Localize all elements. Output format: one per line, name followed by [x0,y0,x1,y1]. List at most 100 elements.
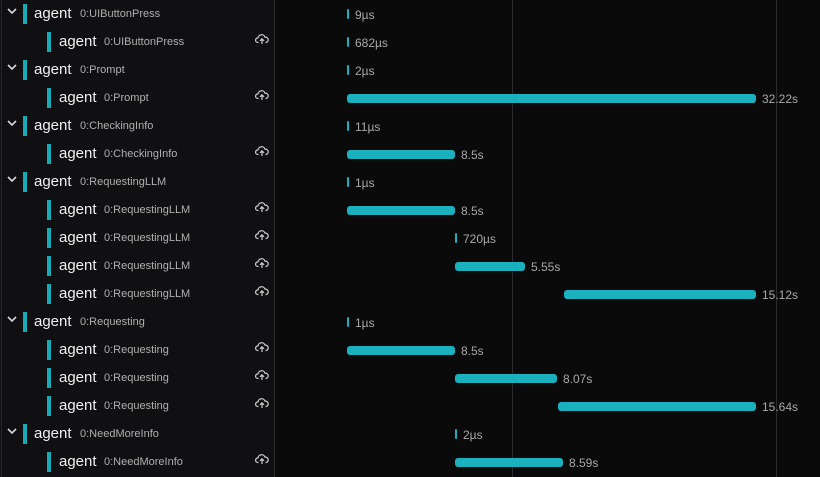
span-bar[interactable] [455,262,525,271]
span-name: agent [59,257,97,274]
cloud-upload-icon[interactable] [255,88,269,100]
span-label: 0:CheckingInfo [104,148,178,160]
span-row[interactable]: agent 0:UIButtonPress 9µs [0,0,820,28]
span-name: agent [34,425,72,442]
span-duration: 682µs [355,36,388,50]
span-bar[interactable] [455,233,457,243]
span-accent-bar [23,116,27,136]
span-label: 0:UIButtonPress [104,36,185,48]
span-bar[interactable] [347,206,455,215]
span-bar[interactable] [347,317,349,327]
span-row[interactable]: agent 0:NeedMoreInfo 2µs [0,420,820,448]
span-row[interactable]: agent 0:CheckingInfo 11µs [0,112,820,140]
span-name: agent [59,369,97,386]
span-accent-bar [47,200,51,220]
span-name: agent [59,229,97,246]
cloud-upload-icon[interactable] [255,32,269,44]
span-row[interactable]: agent 0:RequestingLLM 1µs [0,168,820,196]
span-bar[interactable] [455,429,457,439]
cloud-upload-icon[interactable] [255,284,269,296]
span-row[interactable]: agent 0:RequestingLLM 720µs [0,224,820,252]
span-bar[interactable] [347,65,349,75]
cloud-upload-icon[interactable] [255,368,269,380]
span-name: agent [59,397,97,414]
span-name: agent [34,61,72,78]
span-name: agent [34,313,72,330]
span-row[interactable]: agent 0:CheckingInfo 8.5s [0,140,820,168]
span-label: 0:UIButtonPress [80,8,161,20]
span-name: agent [59,285,97,302]
span-row[interactable]: agent 0:RequestingLLM 5.55s [0,252,820,280]
cloud-upload-icon[interactable] [255,228,269,240]
span-bar[interactable] [347,121,349,131]
cloud-upload-icon[interactable] [255,144,269,156]
chevron-down-icon[interactable] [6,61,18,73]
span-label: 0:NeedMoreInfo [80,428,159,440]
span-accent-bar [47,396,51,416]
span-name: agent [34,117,72,134]
span-label: 0:RequestingLLM [104,232,191,244]
span-accent-bar [23,4,27,24]
span-accent-bar [23,172,27,192]
span-duration: 11µs [355,120,381,134]
span-label: 0:Requesting [104,372,169,384]
cloud-upload-icon[interactable] [255,340,269,352]
timeline-panel [275,0,820,477]
span-bar[interactable] [455,374,557,383]
span-accent-bar [47,144,51,164]
span-row[interactable]: agent 0:Prompt 2µs [0,56,820,84]
span-bar[interactable] [347,177,349,187]
span-row[interactable]: agent 0:UIButtonPress 682µs [0,28,820,56]
span-accent-bar [47,88,51,108]
span-row[interactable]: agent 0:RequestingLLM 15.12s [0,280,820,308]
span-row[interactable]: agent 0:NeedMoreInfo 8.59s [0,448,820,476]
span-name: agent [59,201,97,218]
span-accent-bar [23,424,27,444]
span-name: agent [59,453,97,470]
span-bar[interactable] [347,94,756,103]
span-label: 0:RequestingLLM [104,204,191,216]
span-row[interactable]: agent 0:Prompt 32.22s [0,84,820,112]
span-bar[interactable] [347,346,455,355]
chevron-down-icon[interactable] [6,117,18,129]
span-accent-bar [23,60,27,80]
span-row[interactable]: agent 0:Requesting 1µs [0,308,820,336]
chevron-down-icon[interactable] [6,425,18,437]
span-bar[interactable] [347,9,349,19]
span-duration: 15.64s [762,400,799,414]
span-name: agent [34,5,72,22]
span-duration: 5.55s [531,260,561,274]
span-tree-panel [0,0,275,477]
span-duration: 8.5s [461,148,484,162]
chevron-down-icon[interactable] [6,5,18,17]
span-label: 0:Requesting [80,316,145,328]
span-duration: 8.5s [461,344,484,358]
span-accent-bar [47,368,51,388]
span-bar[interactable] [558,402,756,411]
span-row[interactable]: agent 0:Requesting 15.64s [0,392,820,420]
span-accent-bar [47,340,51,360]
span-bar[interactable] [347,37,349,47]
cloud-upload-icon[interactable] [255,256,269,268]
span-row[interactable]: agent 0:Requesting 8.07s [0,364,820,392]
tree-guide-line [1,0,2,477]
span-bar[interactable] [347,150,455,159]
span-accent-bar [47,32,51,52]
cloud-upload-icon[interactable] [255,396,269,408]
span-label: 0:Prompt [104,92,149,104]
span-duration: 32.22s [762,92,799,106]
span-bar[interactable] [564,290,756,299]
span-row[interactable]: agent 0:Requesting 8.5s [0,336,820,364]
span-label: 0:CheckingInfo [80,120,154,132]
span-label: 0:Prompt [80,64,125,76]
span-label: 0:RequestingLLM [104,260,191,272]
chevron-down-icon[interactable] [6,313,18,325]
span-accent-bar [47,228,51,248]
cloud-upload-icon[interactable] [255,452,269,464]
timeline-gridline [512,0,513,477]
span-name: agent [59,145,97,162]
span-row[interactable]: agent 0:RequestingLLM 8.5s [0,196,820,224]
cloud-upload-icon[interactable] [255,200,269,212]
span-bar[interactable] [455,458,563,467]
chevron-down-icon[interactable] [6,173,18,185]
